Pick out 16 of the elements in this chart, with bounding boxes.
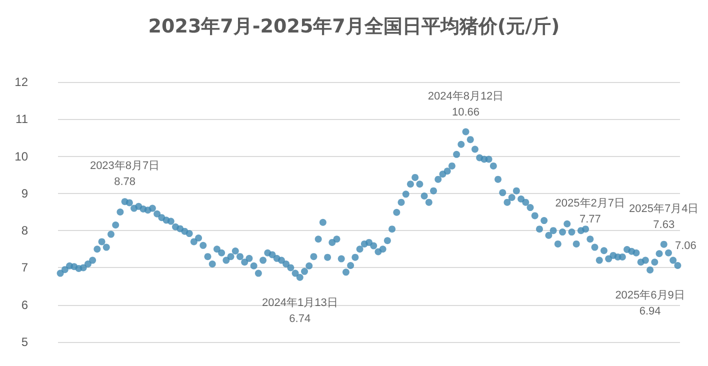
y-tick-label: 10 bbox=[14, 149, 28, 164]
y-tick-label: 11 bbox=[16, 112, 28, 126]
y-tick-label: 12 bbox=[14, 75, 28, 89]
y-tick-label: 6 bbox=[21, 298, 28, 312]
y-tick-label: 5 bbox=[21, 335, 28, 349]
y-tick-label: 8 bbox=[21, 224, 28, 238]
chart-title: 2023年7月-2025年7月全国日平均猪价(元/斤) bbox=[148, 16, 560, 38]
data-label: 2023年8月7日 8.78 bbox=[90, 160, 160, 188]
y-tick-label: 9 bbox=[21, 186, 28, 200]
y-tick-label: 7 bbox=[21, 260, 28, 275]
data-label: 2024年8月12日 10.66 bbox=[428, 90, 504, 118]
data-label: 7.06 bbox=[674, 240, 696, 252]
data-label: 2025年6月9日 6.94 bbox=[615, 289, 685, 318]
data-label: 2024年1月13日 6.74 bbox=[262, 296, 338, 325]
data-label: 2025年7月4日 7.63 bbox=[629, 202, 699, 231]
data-label: 2025年2月7日 7.77 bbox=[555, 198, 626, 226]
